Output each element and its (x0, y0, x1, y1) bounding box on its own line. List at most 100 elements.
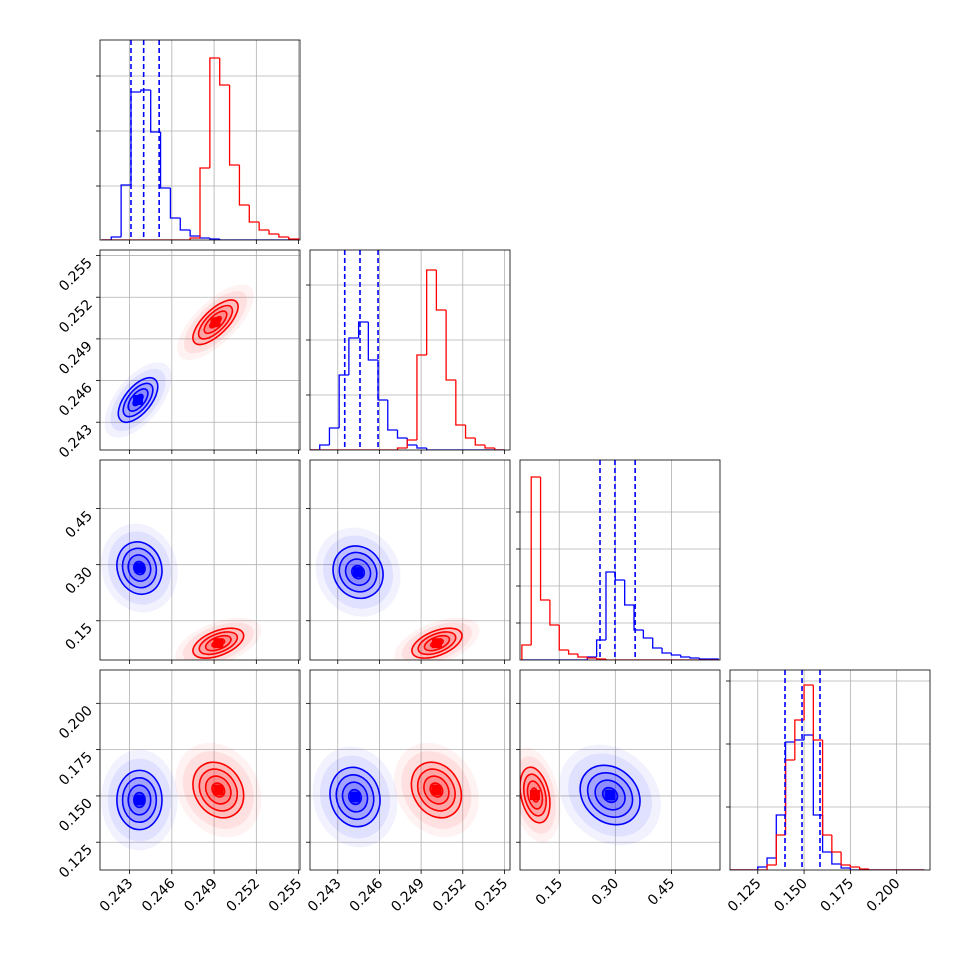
panel (96, 39, 301, 244)
y-tick-label: 0.243 (56, 422, 96, 462)
histogram-bin (868, 869, 879, 870)
panel (306, 459, 511, 664)
density-peak (431, 785, 442, 795)
density-peak (210, 317, 221, 328)
histogram-bin (624, 580, 635, 606)
histogram-bin (189, 237, 200, 240)
plot-area (100, 670, 300, 870)
histogram-bin (219, 58, 230, 86)
histogram-bin (268, 230, 279, 235)
x-tick-label: 0.15 (533, 876, 566, 909)
histogram-bin (426, 269, 437, 355)
x-tick-label: 0.125 (725, 876, 765, 916)
y-tick-label: 0.175 (56, 749, 96, 789)
x-tick-label: 0.252 (224, 876, 264, 916)
plot-area (520, 670, 720, 870)
x-tick-label: 0.200 (864, 876, 904, 916)
panel-frame (99, 669, 301, 871)
histogram-bin (426, 448, 437, 450)
x-tick-label: 0.150 (771, 876, 811, 916)
histogram-bin (558, 625, 569, 651)
x-tick-label: 0.249 (388, 876, 428, 916)
panel-frame (729, 669, 931, 871)
plot-area (100, 460, 300, 660)
panel-frame (99, 249, 301, 451)
histogram-bin (150, 90, 161, 133)
histogram-bin (494, 448, 505, 450)
x-tick-label: 0.252 (430, 876, 470, 916)
panel-frame (309, 669, 511, 871)
histogram-bin (521, 644, 532, 660)
histogram-bin (680, 655, 691, 658)
histogram-bin (199, 167, 210, 238)
histogram-bin (605, 659, 616, 660)
histogram-bin (539, 477, 550, 601)
histogram-bin (577, 654, 588, 658)
histogram-bin (794, 719, 805, 760)
histogram-bin (159, 132, 171, 189)
panel: 0.15 0.30 0.45 (62, 459, 301, 664)
density-peak (134, 795, 145, 805)
histogram-bin (367, 322, 379, 361)
plot-area (100, 250, 300, 450)
histogram-bin (338, 374, 349, 428)
y-tick-label: 0.150 (56, 795, 96, 835)
plot-area (310, 250, 510, 450)
histogram-bin (661, 648, 672, 654)
histogram-bin (140, 89, 151, 92)
panel (306, 249, 511, 454)
histogram-bin (348, 337, 359, 375)
histogram-bin (605, 571, 616, 640)
y-tick-label: 0.246 (56, 380, 96, 420)
density-peak (134, 563, 145, 574)
panel: 0.15 0.30 0.45 (516, 669, 721, 909)
histogram-bin (642, 630, 653, 639)
histogram-bin (464, 425, 476, 439)
histogram-bin (474, 438, 485, 446)
histogram-bin (530, 476, 541, 645)
histogram-bin (803, 684, 814, 720)
histogram-bin (110, 236, 122, 240)
histogram-bin (319, 444, 330, 450)
histogram-bin (849, 865, 860, 868)
panel-frame (99, 459, 301, 661)
density-peak (529, 790, 540, 800)
panel-frame (519, 669, 721, 871)
x-tick-label: 0.246 (347, 875, 387, 915)
panel-background (730, 670, 930, 870)
histogram-bin (179, 218, 191, 231)
y-tick-label: 0.30 (62, 564, 95, 597)
x-tick-label: 0.243 (97, 876, 137, 916)
density-peak (431, 638, 442, 649)
histogram-bin (766, 864, 777, 870)
histogram-bin (766, 857, 777, 867)
y-tick-label: 0.252 (56, 297, 96, 337)
panel-background (310, 250, 510, 450)
histogram-bin (586, 657, 597, 659)
panel-frame (519, 459, 721, 661)
histogram-bin (396, 430, 408, 439)
histogram-bin (775, 834, 786, 865)
histogram-bin (670, 653, 681, 656)
x-tick-label: 0.175 (818, 876, 858, 916)
histogram-bin (406, 439, 417, 448)
histogram-bin (288, 237, 300, 240)
histogram-bin (858, 867, 869, 870)
histogram-bin (652, 638, 663, 649)
y-tick-label: 0.200 (56, 703, 96, 743)
histogram-bin (831, 852, 842, 865)
panel-background (520, 460, 720, 660)
x-tick-label: 0.243 (305, 876, 345, 916)
panel-frame (99, 39, 301, 241)
plot-area (730, 670, 930, 870)
histogram-bin (189, 230, 200, 237)
histogram-bin (849, 868, 860, 870)
histogram-bin (689, 657, 700, 659)
histogram-bin (209, 57, 220, 168)
panel-background (100, 460, 300, 660)
histogram-bin (803, 734, 814, 740)
histogram-bin (228, 85, 240, 166)
plot-area (310, 670, 510, 870)
histogram-bin (396, 447, 408, 450)
